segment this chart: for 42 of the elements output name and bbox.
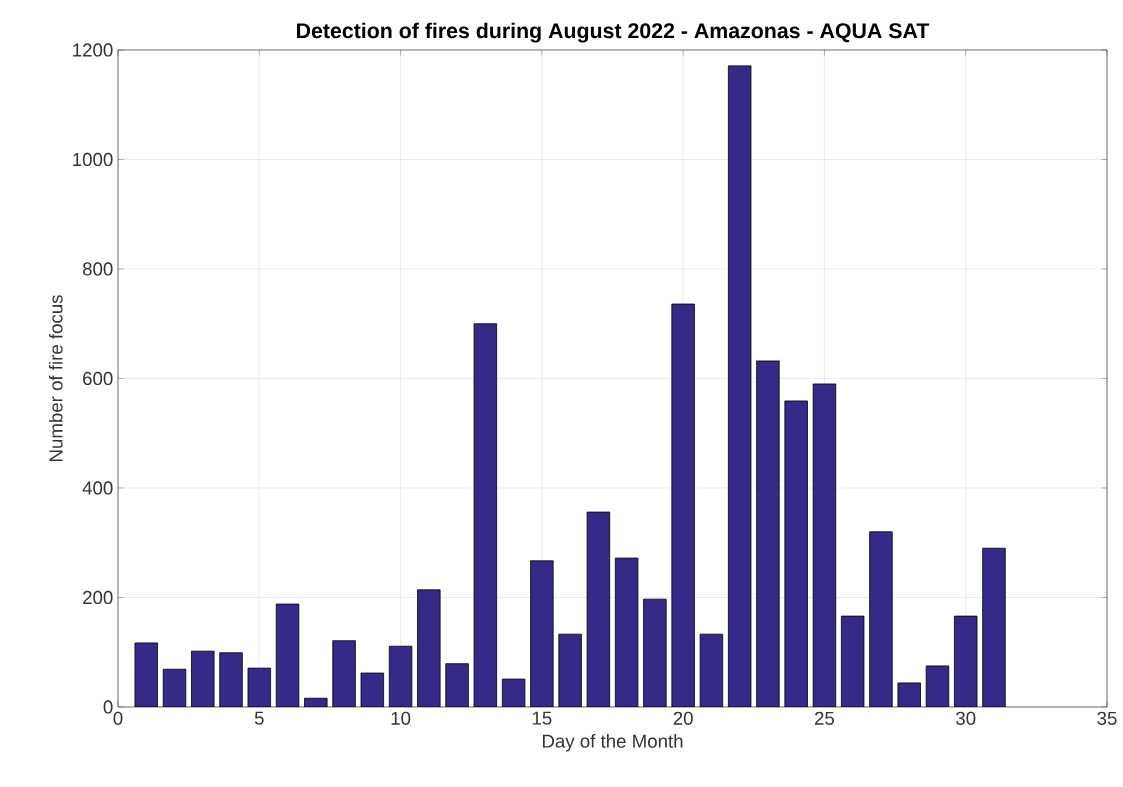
y-tick-label: 0 [103, 700, 113, 714]
bar [615, 558, 638, 707]
x-tick-label: 0 [113, 711, 123, 725]
x-tick-label: 25 [814, 711, 835, 725]
x-tick-label: 15 [532, 711, 552, 725]
bar [474, 323, 497, 707]
y-tick-label: 400 [82, 481, 113, 495]
bar [134, 642, 158, 707]
bar [219, 652, 243, 707]
bar [417, 589, 441, 707]
x-tick-label: 35 [1097, 711, 1117, 725]
bar [728, 65, 751, 707]
bar [643, 599, 667, 707]
y-tick-label: 1200 [73, 43, 113, 57]
y-tick-label: 1000 [73, 152, 113, 167]
bar [191, 651, 215, 707]
y-axis-title: Number of fire focus [48, 295, 63, 461]
chart-title: Detection of fires during August 2022 - Amazonas - AQUA SAT [297, 22, 930, 43]
bar [530, 560, 554, 707]
bar [558, 634, 582, 707]
x-tick-label: 10 [391, 711, 411, 725]
bar [700, 634, 723, 707]
bar [389, 646, 412, 707]
bar [954, 616, 978, 707]
bar [276, 604, 299, 707]
x-tick-label: 5 [254, 711, 264, 725]
bar [332, 640, 356, 707]
bar [813, 383, 836, 707]
bar [671, 304, 695, 707]
x-tick-label: 30 [956, 711, 976, 725]
bar [841, 616, 864, 707]
y-tick-label: 800 [82, 262, 113, 276]
x-tick-label: 20 [673, 711, 693, 725]
x-axis-title: Day of the Month [542, 734, 683, 752]
y-tick-label: 200 [83, 590, 113, 605]
bar [445, 663, 469, 707]
y-tick-label: 600 [83, 371, 113, 386]
bar [982, 547, 1006, 707]
bar [784, 400, 808, 707]
bar [756, 360, 780, 707]
bar [869, 531, 893, 707]
bar [587, 512, 610, 707]
